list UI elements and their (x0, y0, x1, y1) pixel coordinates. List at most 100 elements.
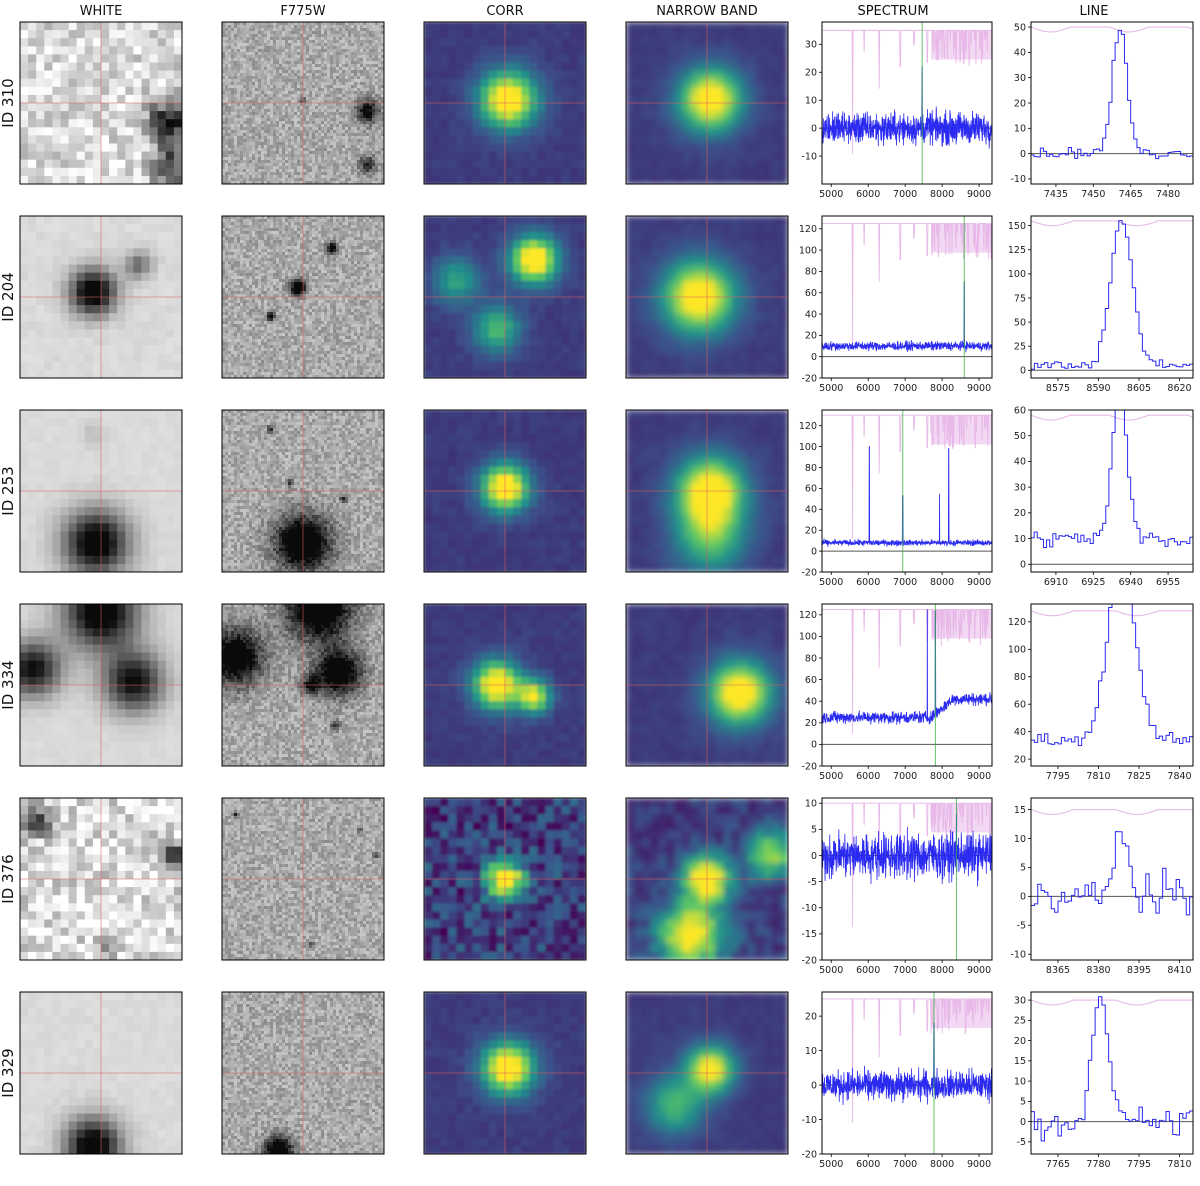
spectrum-panel-3-ytick-label: 40 (805, 697, 817, 708)
spectrum-panel-5-xtick-label: 9000 (967, 1159, 991, 1170)
line-panel-2-ytick-label: 10 (1014, 534, 1026, 545)
line-panel-0-ytick-label: 10 (1014, 124, 1026, 135)
line-panel-5-ytick-label: 10 (1014, 1076, 1026, 1087)
spectrum-panel-2: 5000 6000 7000 8000 9000 -20 0 20 40 60 80 100 120 (799, 409, 993, 588)
row-1: ID 204 5000 6000 7000 8000 9000 -20 0 20 40 60 80 10… (0, 215, 1194, 394)
spectrum-panel-4-xtick-label: 8000 (930, 965, 954, 976)
spectrum-panel-2-ytick-label: 40 (805, 505, 817, 516)
white-image-2-pixels (20, 410, 182, 572)
line-panel-3-ytick-label: 60 (1014, 700, 1026, 711)
spectrum-panel-4-sky-band (931, 803, 992, 833)
spectrum-panel-1-ytick-label: 40 (805, 309, 817, 320)
line-panel-5-ytick-label: -5 (1017, 1137, 1026, 1148)
line-panel-5-xtick-label: 7810 (1167, 1159, 1191, 1170)
line-panel-5-ytick-label: 5 (1020, 1097, 1026, 1108)
narrow-band-image-1-pixels (626, 216, 788, 378)
spectrum-panel-1-ytick-label: 20 (805, 331, 817, 342)
row-id-label: ID 329 (0, 1048, 17, 1097)
spectrum-panel-2-ytick-label: -20 (801, 567, 817, 578)
spectrum-panel-3-xtick-label: 5000 (819, 771, 843, 782)
spectrum-panel-4-frame (821, 797, 993, 961)
row-id-label: ID 334 (0, 660, 17, 709)
line-panel-2-line-curve (1031, 410, 1193, 548)
spectrum-panel-3-ytick-label: 100 (799, 632, 817, 643)
line-panel-0-xtick-label: 7450 (1081, 189, 1105, 200)
line-panel-2-xtick-label: 6925 (1081, 577, 1105, 588)
narrow-band-image-0-frame (625, 21, 789, 185)
line-panel-1-xtick-label: 8605 (1127, 383, 1151, 394)
line-panel-1-ytick-label: 75 (1014, 293, 1026, 304)
corr-image-5-pixels (424, 992, 586, 1154)
line-panel-1-xtick-label: 8620 (1167, 383, 1191, 394)
spectrum-panel-2-ytick-label: 60 (805, 484, 817, 495)
spectrum-panel-0-ytick-label: -10 (801, 151, 817, 162)
f775w-image-2-frame (221, 409, 385, 573)
line-panel-4-ytick-label: 0 (1020, 892, 1026, 903)
line-panel-2-ytick-label: 30 (1014, 482, 1026, 493)
narrow-band-image-2-pixels (626, 410, 788, 572)
spectrum-panel-2-ytick-label: 20 (805, 525, 817, 536)
f775w-image-4-pixels (222, 798, 384, 960)
spectrum-panel-5-ytick-label: 10 (805, 1046, 817, 1057)
spectrum-panel-0-spectrum-curve (822, 66, 992, 149)
line-panel-2-xtick-label: 6910 (1044, 577, 1068, 588)
corr-image-2-pixels (424, 410, 586, 572)
line-panel-1-ytick-label: 25 (1014, 341, 1026, 352)
line-panel-4-ytick-label: 5 (1020, 863, 1026, 874)
spectrum-panel-0-ytick-label: 30 (805, 40, 817, 51)
spectrum-panel-3-ytick-label: 80 (805, 653, 817, 664)
line-panel-0-ytick-label: 50 (1014, 22, 1026, 33)
spectrum-panel-3-ytick-label: 60 (805, 675, 817, 686)
line-panel-5-ytick-label: 25 (1014, 1016, 1026, 1027)
white-image-2 (19, 409, 183, 573)
narrow-band-image-3-frame (625, 603, 789, 767)
line-panel-1-xtick-label: 8590 (1086, 383, 1110, 394)
line-panel-1: 8575 8590 8605 8620 0 25 50 75 100 125 150 (1008, 215, 1194, 394)
spectrum-panel-1-frame (821, 215, 993, 379)
line-panel-1-frame (1030, 215, 1194, 379)
corr-image-1-pixels (424, 216, 586, 378)
f775w-image-0-frame (221, 21, 385, 185)
column-title-line: LINE (1079, 4, 1108, 19)
column-title-f775w: F775W (280, 4, 325, 19)
spectrum-panel-2-ytick-label: 0 (811, 546, 817, 557)
corr-image-3-frame (423, 603, 587, 767)
narrow-band-image-1 (625, 215, 789, 379)
narrow-band-image-5 (625, 991, 789, 1155)
spectrum-panel-1-xtick-label: 9000 (967, 383, 991, 394)
line-panel-3-ytick-label: 40 (1014, 727, 1026, 738)
line-panel-2-xtick-label: 6955 (1156, 577, 1180, 588)
narrow-band-image-5-pixels (626, 992, 788, 1154)
line-panel-1-ytick-label: 150 (1008, 221, 1026, 232)
spectrum-panel-2-frame (821, 409, 993, 573)
narrow-band-image-2 (625, 409, 789, 573)
line-panel-1-line-curve (1031, 220, 1193, 370)
column-title-spectrum: SPECTRUM (857, 4, 928, 19)
white-image-5 (19, 991, 183, 1155)
line-panel-1-ytick-label: 125 (1008, 245, 1026, 256)
white-image-1-pixels (20, 216, 182, 378)
spectrum-panel-2-ytick-label: 120 (799, 421, 817, 432)
f775w-image-5-frame (221, 991, 385, 1155)
spectrum-panel-4-ytick-label: -10 (801, 903, 817, 914)
spectrum-panel-3-ytick-label: 120 (799, 610, 817, 621)
line-panel-1-ytick-label: 0 (1020, 366, 1026, 377)
corr-image-4-frame (423, 797, 587, 961)
corr-image-3-pixels (424, 604, 586, 766)
f775w-image-3 (221, 603, 385, 767)
line-panel-3-xtick-label: 7795 (1046, 771, 1070, 782)
corr-image-5-frame (423, 991, 587, 1155)
line-panel-0-ytick-label: 40 (1014, 48, 1026, 59)
corr-image-1 (423, 215, 587, 379)
spectrum-panel-5-spectrum-curve (822, 1022, 992, 1105)
narrow-band-image-2-frame (625, 409, 789, 573)
line-panel-3-ytick-label: 100 (1008, 645, 1026, 656)
narrow-band-image-4-pixels (626, 798, 788, 960)
white-image-1-frame (19, 215, 183, 379)
line-panel-5-ytick-label: 0 (1020, 1117, 1026, 1128)
line-panel-0-ytick-label: 20 (1014, 98, 1026, 109)
narrow-band-image-1-frame (625, 215, 789, 379)
spectrum-panel-1-ytick-label: -20 (801, 373, 817, 384)
spectrum-panel-4: 5000 6000 7000 8000 9000 -20 -15 -10 -5 0 5 10 (801, 797, 993, 976)
narrow-band-image-3-pixels (626, 604, 788, 766)
